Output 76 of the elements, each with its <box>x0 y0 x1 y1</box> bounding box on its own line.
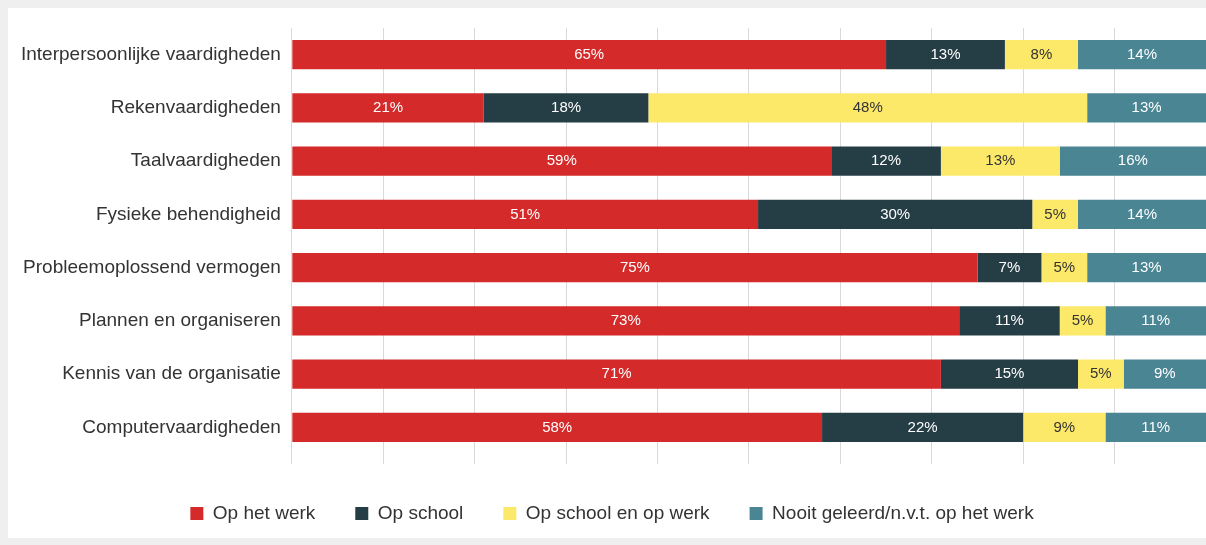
bar <box>1078 359 1124 389</box>
bar <box>292 39 887 70</box>
data-label: 11% <box>994 311 1024 329</box>
data-label: 21% <box>373 98 404 116</box>
data-label: 14% <box>1126 204 1158 222</box>
data-label: 5% <box>1090 364 1112 382</box>
bar <box>1059 306 1106 336</box>
y-tick-label: Taalvaardigheden <box>130 149 281 171</box>
y-tick-label: Computervaardigheden <box>82 415 281 437</box>
data-label: 22% <box>907 417 938 435</box>
data-label: 30% <box>880 204 911 222</box>
data-label: 5% <box>1071 311 1094 329</box>
data-label: 8% <box>1030 44 1053 62</box>
bar <box>292 359 941 389</box>
bar <box>1123 359 1206 389</box>
data-label: 13% <box>930 44 961 62</box>
bar <box>1032 199 1079 230</box>
bar <box>886 39 1005 70</box>
data-label: 13% <box>1131 98 1162 116</box>
data-label: 65% <box>574 44 605 62</box>
bar <box>1078 199 1206 230</box>
bar <box>1078 39 1206 70</box>
bar <box>1105 306 1206 336</box>
bar <box>1004 39 1079 70</box>
data-label: 9% <box>1053 417 1076 435</box>
data-label: 16% <box>1117 151 1148 169</box>
data-label: 9% <box>1154 364 1176 382</box>
data-label: 13% <box>985 151 1016 169</box>
bar <box>292 412 823 443</box>
y-tick-label: Rekenvaardigheden <box>110 96 281 118</box>
bar <box>940 146 1060 176</box>
data-label: 58% <box>542 417 573 435</box>
bar <box>940 359 1079 389</box>
data-label: 75% <box>619 257 650 275</box>
data-label: 7% <box>998 257 1021 275</box>
legend-label: Nooit geleerd/n.v.t. op het werk <box>772 501 1035 523</box>
legend-label: Op school <box>377 501 464 523</box>
data-label: 73% <box>610 311 641 329</box>
bar <box>1041 252 1088 283</box>
bar <box>1087 252 1206 283</box>
bar <box>831 146 941 176</box>
data-label: 71% <box>601 364 632 382</box>
bar <box>648 93 1088 123</box>
y-tick-label: Probleemoplossend vermogen <box>23 255 281 277</box>
bar <box>483 93 649 123</box>
bar <box>292 199 759 230</box>
y-tick-label: Kennis van de organisatie <box>62 362 281 384</box>
bar <box>292 146 832 176</box>
bar <box>1087 93 1206 123</box>
bar <box>292 93 484 123</box>
bar <box>1105 412 1206 443</box>
data-label: 18% <box>551 98 582 116</box>
data-label: 51% <box>510 204 541 222</box>
bar <box>758 199 1033 230</box>
bar <box>1023 412 1106 443</box>
bar <box>822 412 1024 443</box>
y-tick-label: Interpersoonlijke vaardigheden <box>21 42 281 64</box>
bar <box>292 252 978 283</box>
data-label: 15% <box>994 364 1025 382</box>
data-label: 14% <box>1126 44 1158 62</box>
data-label: 13% <box>1131 257 1162 275</box>
bar <box>959 306 1060 336</box>
legend-label: Op het werk <box>212 501 316 523</box>
data-label: 5% <box>1053 257 1076 275</box>
bar <box>1059 146 1206 176</box>
data-label: 11% <box>1141 417 1171 435</box>
data-label: 11% <box>1141 311 1171 329</box>
legend-label: Op school en op werk <box>525 501 711 523</box>
data-label: 12% <box>871 151 902 169</box>
bar <box>292 306 960 336</box>
y-tick-label: Fysieke behendigheid <box>95 202 281 224</box>
data-label: 5% <box>1044 204 1067 222</box>
data-label: 59% <box>546 151 577 169</box>
data-label: 48% <box>852 98 883 116</box>
y-tick-label: Plannen en organiseren <box>79 309 281 331</box>
bar <box>977 252 1042 283</box>
